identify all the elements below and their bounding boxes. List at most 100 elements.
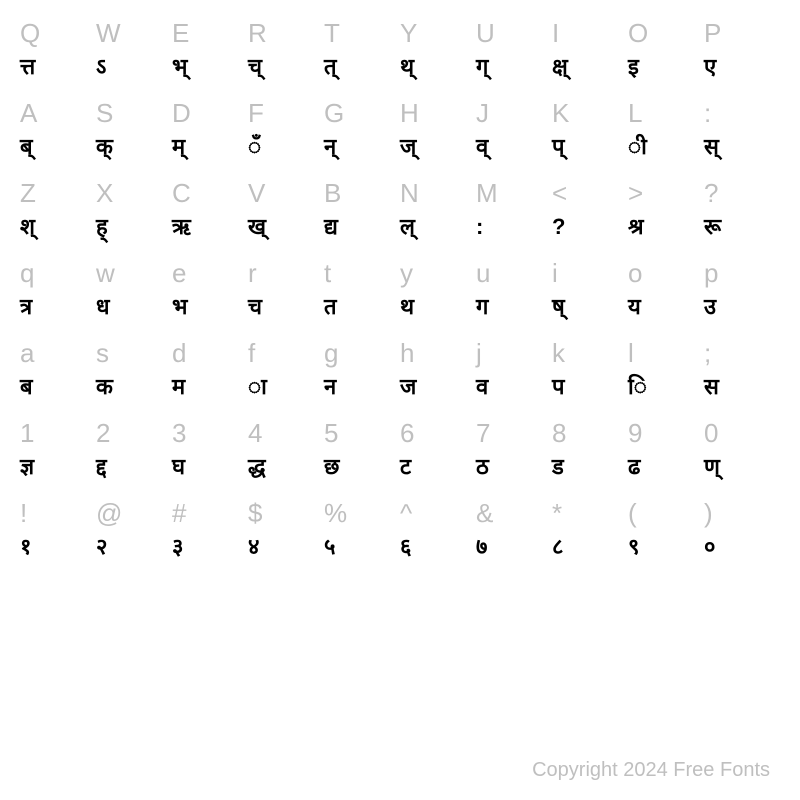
mapped-glyph: ग् xyxy=(476,54,488,88)
latin-char: h xyxy=(400,338,414,372)
mapped-glyph: : xyxy=(476,214,483,248)
char-cell: pउ xyxy=(704,258,780,328)
char-cell: 1ज्ञ xyxy=(20,418,96,488)
mapped-glyph: च xyxy=(248,294,262,328)
mapped-glyph: ल् xyxy=(400,214,415,248)
mapped-glyph: ४ xyxy=(248,534,259,568)
latin-char: r xyxy=(248,258,257,292)
char-cell: )० xyxy=(704,498,780,568)
latin-char: S xyxy=(96,98,113,132)
mapped-glyph: २ xyxy=(96,534,107,568)
char-cell: Gन् xyxy=(324,98,400,168)
char-cell: ^६ xyxy=(400,498,476,568)
mapped-glyph: न xyxy=(324,374,336,408)
char-cell: wध xyxy=(96,258,172,328)
mapped-glyph: ध xyxy=(96,294,110,328)
latin-char: 5 xyxy=(324,418,338,452)
latin-char: e xyxy=(172,258,186,292)
char-cell: Vख् xyxy=(248,178,324,248)
mapped-glyph: न् xyxy=(324,134,336,168)
mapped-glyph: ऋ xyxy=(172,214,191,248)
char-cell: Hज् xyxy=(400,98,476,168)
latin-char: ; xyxy=(704,338,711,372)
latin-char: k xyxy=(552,338,565,372)
char-cell: Eभ् xyxy=(172,18,248,88)
latin-char: V xyxy=(248,178,265,212)
char-cell: 0ण् xyxy=(704,418,780,488)
latin-char: E xyxy=(172,18,189,52)
char-cell: Uग् xyxy=(476,18,552,88)
latin-char: 2 xyxy=(96,418,110,452)
mapped-glyph: ७ xyxy=(476,534,487,568)
char-cell: Lी xyxy=(628,98,704,168)
char-cell: @२ xyxy=(96,498,172,568)
char-cell: Pए xyxy=(704,18,780,88)
latin-char: l xyxy=(628,338,634,372)
char-cell: Iक्ष् xyxy=(552,18,628,88)
mapped-glyph: ज् xyxy=(400,134,416,168)
char-cell: Oइ xyxy=(628,18,704,88)
char-cell: dम xyxy=(172,338,248,408)
char-cell: ?रू xyxy=(704,178,780,248)
latin-char: % xyxy=(324,498,347,532)
mapped-glyph: ग xyxy=(476,294,488,328)
char-cell: yथ xyxy=(400,258,476,328)
mapped-glyph: क् xyxy=(96,134,113,168)
char-cell: eभ xyxy=(172,258,248,328)
latin-char: G xyxy=(324,98,344,132)
char-cell: Wऽ xyxy=(96,18,172,88)
latin-char: s xyxy=(96,338,109,372)
latin-char: # xyxy=(172,498,186,532)
mapped-glyph: ऽ xyxy=(96,54,106,88)
latin-char: D xyxy=(172,98,191,132)
latin-char: $ xyxy=(248,498,262,532)
char-cell: kप xyxy=(552,338,628,408)
latin-char: < xyxy=(552,178,567,212)
char-cell: Yथ् xyxy=(400,18,476,88)
latin-char: j xyxy=(476,338,482,372)
latin-char: ( xyxy=(628,498,637,532)
latin-char: 7 xyxy=(476,418,490,452)
latin-char: a xyxy=(20,338,34,372)
mapped-glyph: ख् xyxy=(248,214,266,248)
mapped-glyph: ५ xyxy=(324,534,335,568)
character-map-grid: Qत्तWऽEभ्Rच्Tत्Yथ्Uग्Iक्ष्OइPएAब्Sक्Dम्F… xyxy=(0,0,800,578)
latin-char: q xyxy=(20,258,34,292)
mapped-glyph: श्र xyxy=(628,214,644,248)
mapped-glyph: स् xyxy=(704,134,719,168)
latin-char: : xyxy=(704,98,711,132)
latin-char: 6 xyxy=(400,418,414,452)
char-cell: sक xyxy=(96,338,172,408)
mapped-glyph: रू xyxy=(704,214,721,248)
latin-char: H xyxy=(400,98,419,132)
mapped-glyph: ब् xyxy=(20,134,33,168)
mapped-glyph: ि xyxy=(628,374,647,408)
mapped-glyph: श् xyxy=(20,214,35,248)
latin-char: > xyxy=(628,178,643,212)
mapped-glyph: त् xyxy=(324,54,337,88)
latin-char: Z xyxy=(20,178,36,212)
latin-char: d xyxy=(172,338,186,372)
mapped-glyph: क xyxy=(96,374,113,408)
char-cell: Cऋ xyxy=(172,178,248,248)
mapped-glyph: द्य xyxy=(324,214,338,248)
mapped-glyph: प xyxy=(552,374,565,408)
mapped-glyph: द्द xyxy=(96,454,107,488)
latin-char: M xyxy=(476,178,498,212)
char-cell: ;स xyxy=(704,338,780,408)
mapped-glyph: ा xyxy=(248,374,267,408)
mapped-glyph: ब xyxy=(20,374,33,408)
mapped-glyph: ड xyxy=(552,454,564,488)
char-cell: Sक् xyxy=(96,98,172,168)
mapped-glyph: च् xyxy=(248,54,262,88)
mapped-glyph: थ् xyxy=(400,54,414,88)
latin-char: ! xyxy=(20,498,27,532)
mapped-glyph: क्ष् xyxy=(552,54,568,88)
latin-char: ) xyxy=(704,498,713,532)
char-cell: uग xyxy=(476,258,552,328)
mapped-glyph: व xyxy=(476,374,488,408)
mapped-glyph: स xyxy=(704,374,719,408)
latin-char: T xyxy=(324,18,340,52)
mapped-glyph: प् xyxy=(552,134,565,168)
mapped-glyph: १ xyxy=(20,534,31,568)
